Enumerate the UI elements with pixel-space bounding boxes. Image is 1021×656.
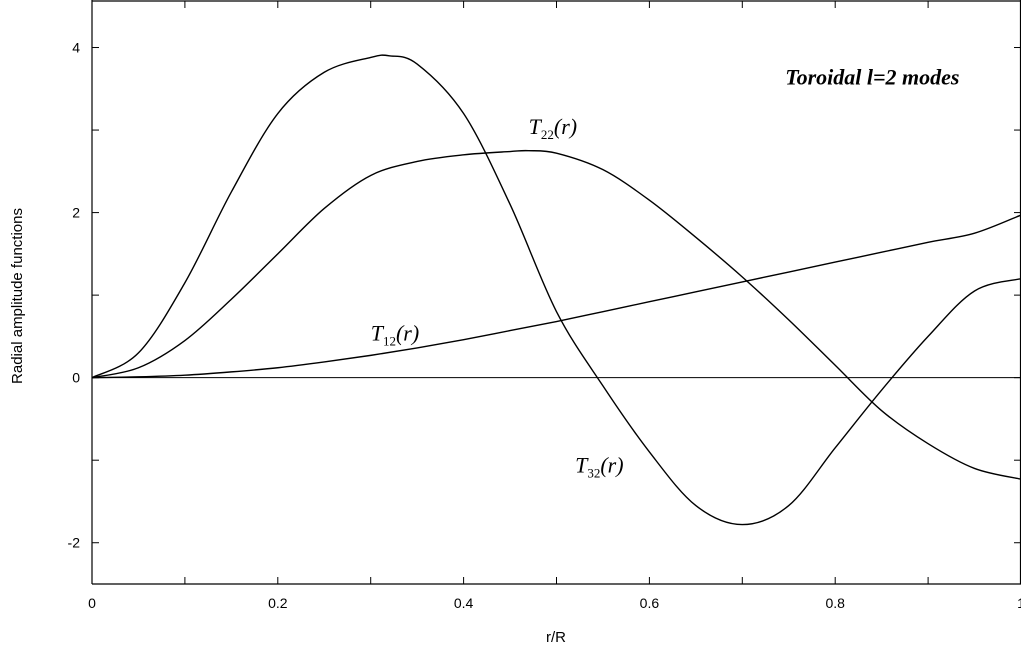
x-tick-label: 0.2 [268, 595, 288, 611]
y-tick-label: 0 [72, 370, 80, 386]
x-axis-label: r/R [546, 629, 566, 646]
axis-ticks: 0 0.2 0.4 0.6 0.8 1 -2 0 2 4 [68, 1, 1021, 611]
series-label-tail: (r) [396, 321, 419, 346]
series-label-subscript: 32 [587, 466, 600, 481]
series-label-T22: T22(r) [529, 114, 577, 142]
y-tick-label: -2 [68, 535, 81, 551]
series-label-main: T [529, 114, 543, 139]
x-tick-label: 0.6 [640, 595, 660, 611]
x-tick-label: 1 [1017, 595, 1021, 611]
x-tick-label: 0.4 [454, 595, 474, 611]
series-label-T32: T32(r) [575, 453, 623, 481]
series-label-T12: T12(r) [371, 321, 419, 349]
series-line-T22 [91, 149, 1021, 480]
series-lines [91, 54, 1021, 526]
series-label-tail: (r) [554, 114, 577, 139]
series-label-main: T [575, 453, 589, 478]
y-tick-label: 4 [72, 40, 80, 56]
chart-title: Toroidal l=2 modes [785, 65, 959, 90]
series-label-subscript: 12 [383, 334, 396, 349]
y-axis-label: Radial amplitude functions [9, 208, 26, 384]
series-line-T12 [91, 214, 1021, 379]
series-label-tail: (r) [600, 453, 623, 478]
x-tick-label: 0.8 [825, 595, 845, 611]
series-label-main: T [371, 321, 385, 346]
y-tick-label: 2 [72, 205, 80, 221]
series-labels: T12(r)T22(r)T32(r) [371, 114, 624, 480]
x-tick-label: 0 [88, 595, 96, 611]
series-label-subscript: 22 [541, 127, 554, 142]
series-line-T32 [91, 54, 1021, 526]
